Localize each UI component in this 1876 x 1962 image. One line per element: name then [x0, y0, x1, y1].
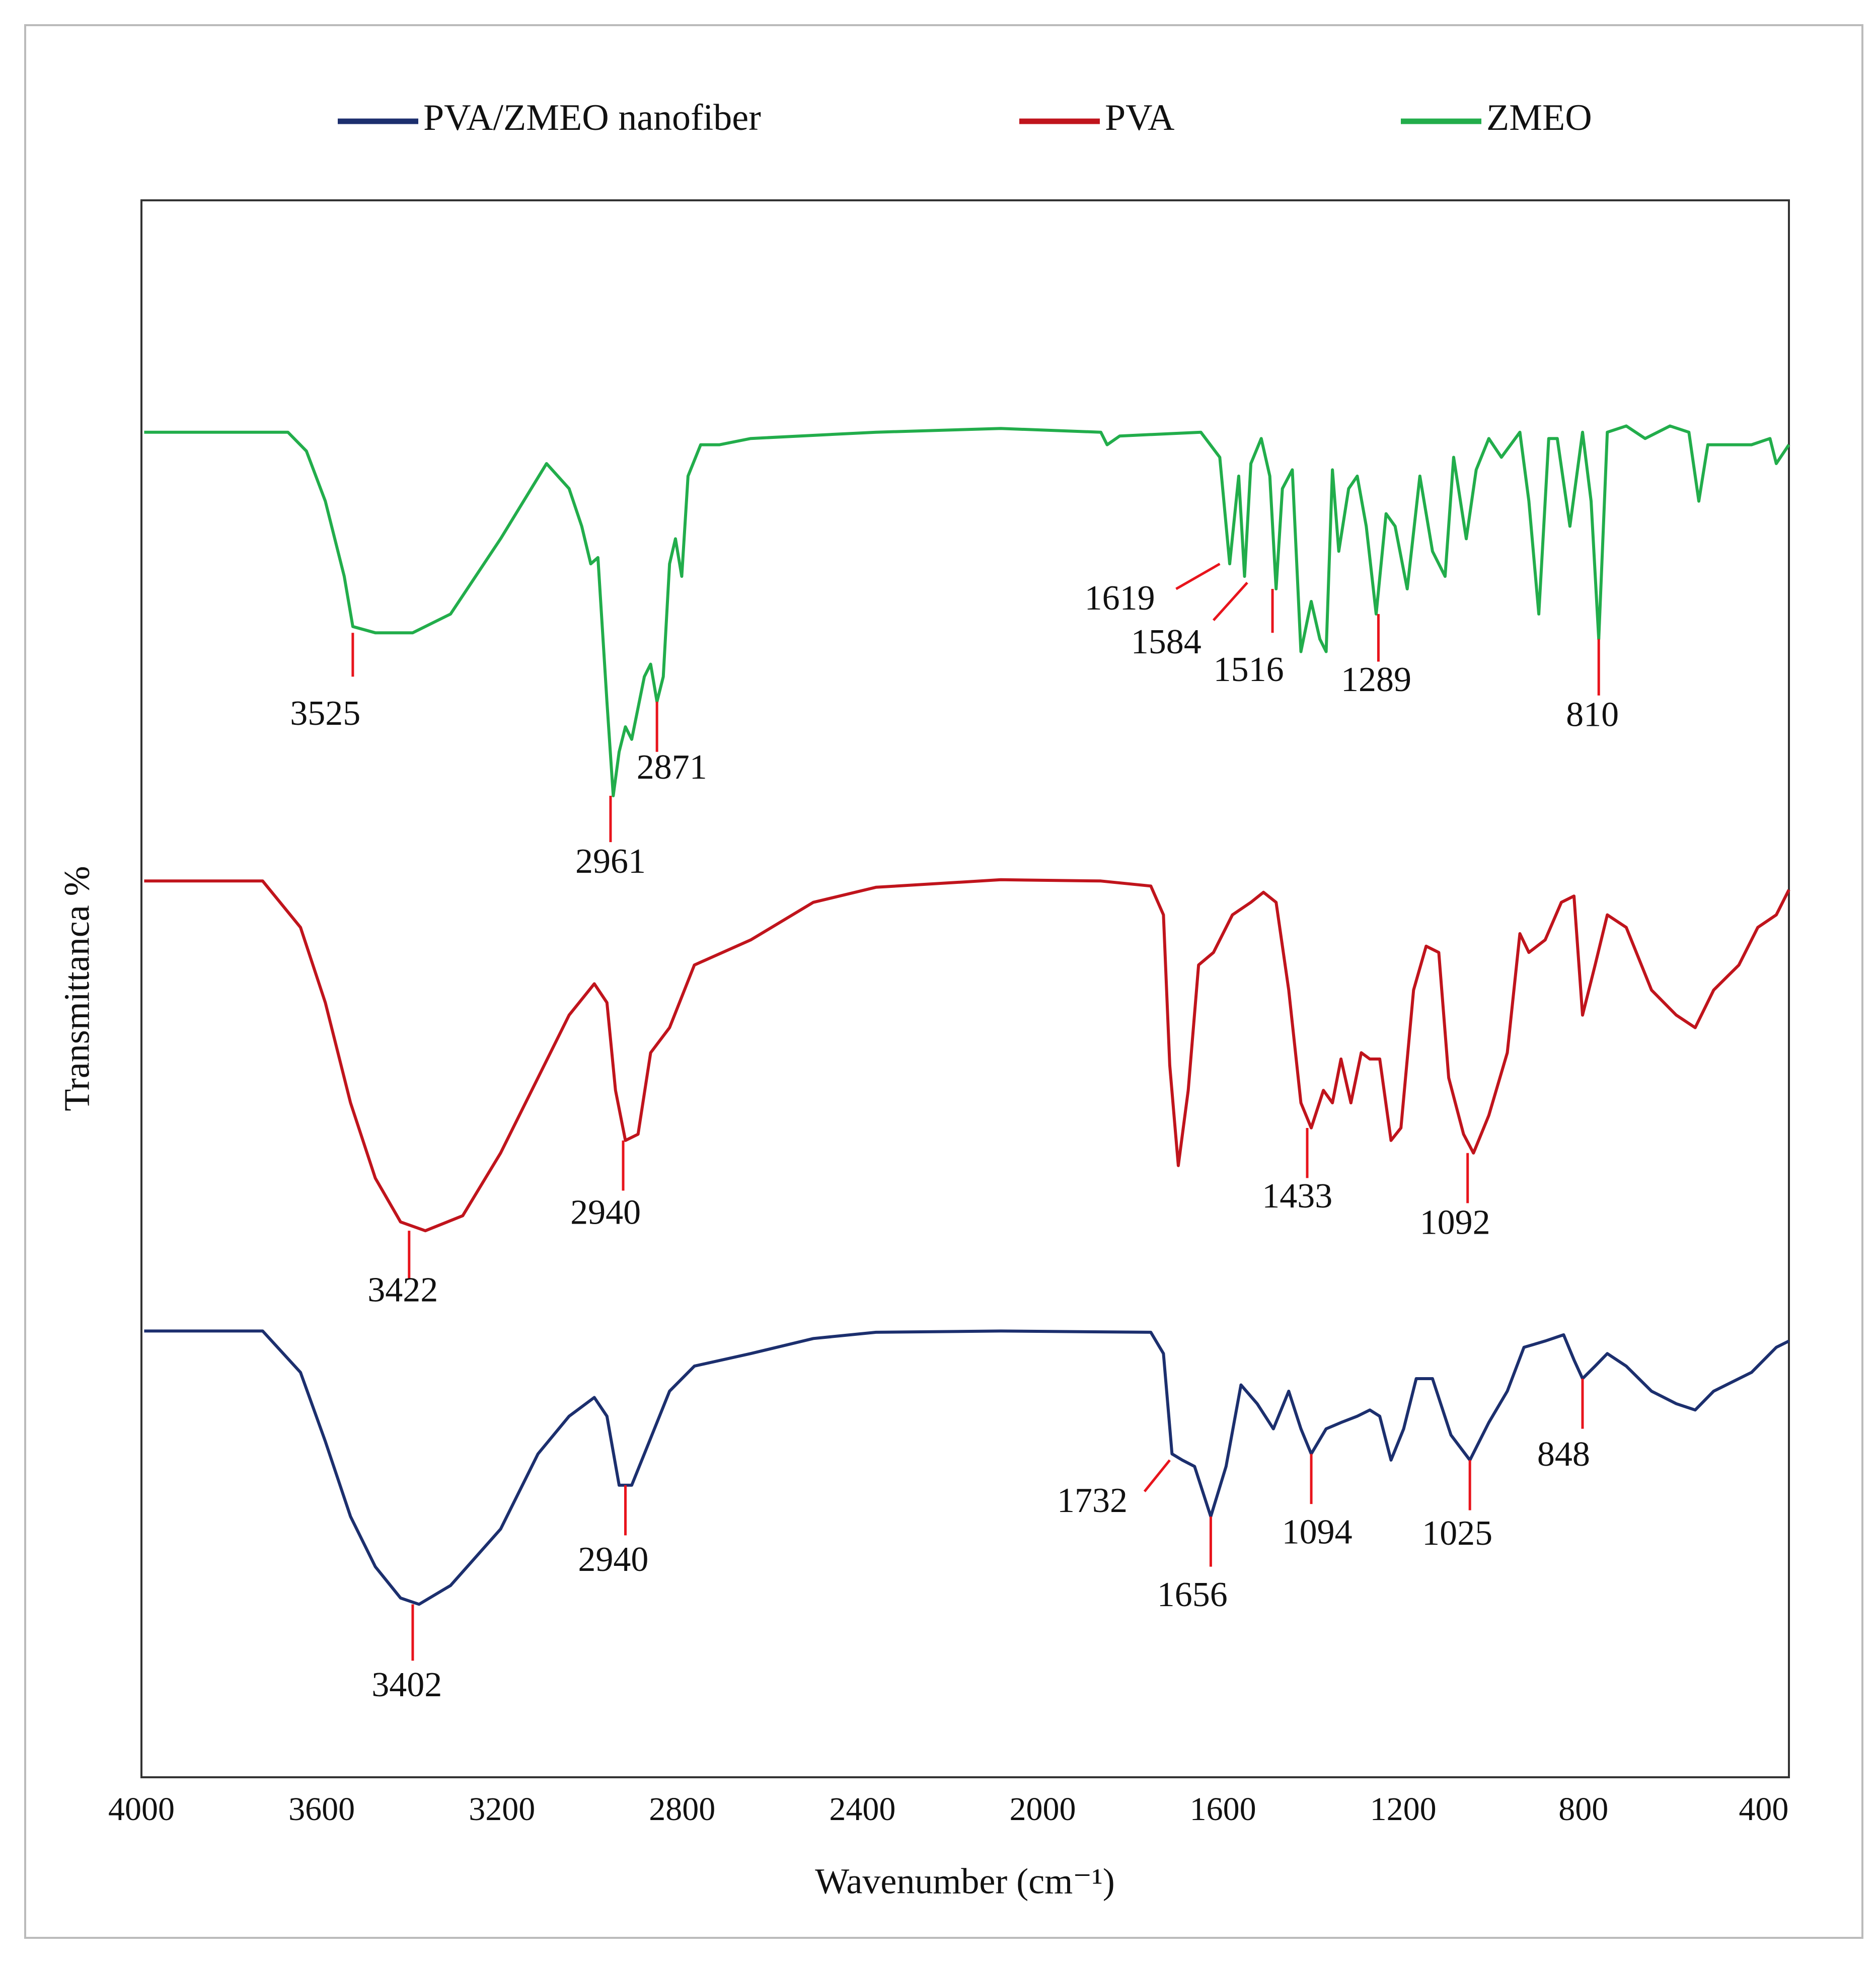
annotation-line: [1143, 1459, 1171, 1492]
outer-frame: [24, 24, 1863, 1939]
x-tick-label: 3200: [469, 1791, 535, 1828]
x-tick-label: 400: [1739, 1791, 1788, 1828]
annotation-label: 2940: [570, 1193, 641, 1232]
annotation-label: 1094: [1282, 1513, 1353, 1551]
annotation-line: [1212, 581, 1248, 621]
x-tick-label: 3600: [288, 1791, 355, 1828]
annotation-label: 3402: [371, 1666, 442, 1704]
annotation-label: 1656: [1157, 1575, 1228, 1614]
annotation-label: 1584: [1131, 623, 1202, 661]
annotation-label: 2940: [578, 1540, 648, 1579]
series-line: [144, 878, 1790, 1233]
annotation-label: 2961: [575, 842, 646, 881]
annotation-line: [1175, 563, 1221, 590]
x-axis-title: Wavenumber (cm⁻¹): [815, 1861, 1115, 1902]
annotation-label: 1025: [1422, 1514, 1492, 1553]
y-axis-title: Transmittanca %: [57, 866, 97, 1111]
legend-label: PVA: [1105, 97, 1175, 138]
annotation-label: 1289: [1341, 660, 1411, 699]
x-tick-label: 2800: [649, 1791, 715, 1828]
x-tick-label: 2400: [829, 1791, 895, 1828]
annotation-label: 1433: [1262, 1177, 1332, 1216]
x-tick-label: 2000: [1009, 1791, 1076, 1828]
x-tick-label: 1600: [1190, 1791, 1256, 1828]
annotation-label: 3422: [367, 1271, 438, 1310]
annotation-label: 848: [1537, 1435, 1590, 1474]
annotation-label: 1732: [1057, 1481, 1128, 1520]
x-tick-label: 800: [1558, 1791, 1608, 1828]
annotation-label: 1092: [1420, 1203, 1490, 1242]
annotation-label: 1619: [1085, 579, 1155, 618]
annotation-label: 810: [1566, 696, 1619, 734]
legend-label: ZMEO: [1486, 97, 1592, 138]
x-tick-label: 4000: [108, 1791, 175, 1828]
annotation-label: 2871: [637, 748, 707, 787]
x-tick-label: 1200: [1370, 1791, 1437, 1828]
series-line: [144, 424, 1790, 797]
legend-label: PVA/ZMEO nanofiber: [423, 97, 761, 138]
annotation-label: 3525: [290, 694, 360, 733]
series-line: [144, 1329, 1790, 1606]
plot-frame: [140, 199, 1790, 1778]
annotation-label: 1516: [1214, 650, 1284, 689]
